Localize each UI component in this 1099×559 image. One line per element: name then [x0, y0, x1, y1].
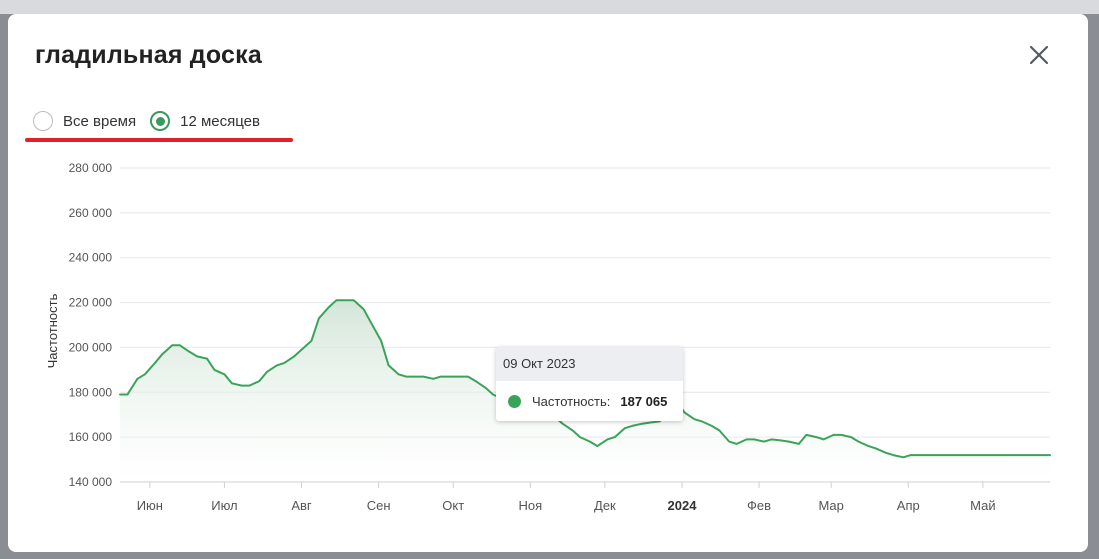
x-tick-label: Фев	[747, 498, 771, 513]
y-tick-label: 180 000	[69, 385, 113, 399]
period-selector: Все время 12 месяцев	[33, 111, 274, 131]
series-line	[119, 299, 1051, 459]
series-dot-icon	[508, 394, 521, 408]
radio-circle-icon	[150, 111, 171, 131]
y-tick-label: 240 000	[69, 251, 113, 265]
y-tick-label: 260 000	[69, 206, 113, 220]
y-tick-label: 280 000	[69, 161, 113, 175]
frequency-chart: 140 000 160 000 180 000 200 000 220 000 240 0…	[45, 161, 1051, 513]
x-tick-label: Окт	[442, 498, 464, 513]
y-tick-label: 140 000	[69, 475, 113, 489]
x-tick-label: Сен	[367, 498, 391, 513]
highlight-underline	[25, 138, 293, 142]
x-tick-label: Май	[970, 498, 995, 513]
x-tick-label: Июл	[211, 498, 237, 513]
x-tick-label: Мар	[818, 498, 843, 513]
x-tick-label: Апр	[897, 498, 920, 513]
close-button[interactable]	[1026, 42, 1052, 68]
page-title: гладильная доска	[35, 41, 262, 69]
x-tick-label: Дек	[594, 498, 616, 513]
chart-modal: гладильная доска Все время 12 месяцев 14…	[8, 14, 1088, 552]
series-area	[120, 300, 1050, 482]
radio-label-12-months: 12 месяцев	[180, 112, 260, 130]
tooltip-date: 09 Окт 2023	[496, 347, 683, 381]
tooltip-value: 187 065	[620, 393, 668, 409]
x-tick-label: Июн	[137, 498, 163, 513]
chart-tooltip: 09 Окт 2023 Частотность: 187 065	[496, 347, 683, 421]
radio-circle-icon	[33, 111, 53, 131]
radio-all-time[interactable]: Все время	[33, 111, 136, 131]
y-tick-label: 160 000	[69, 430, 113, 444]
y-tick-label: 220 000	[69, 296, 113, 310]
radio-12-months[interactable]: 12 месяцев	[150, 111, 260, 131]
x-tick-label: Ноя	[518, 498, 542, 513]
backdrop	[0, 0, 1099, 14]
y-axis-label: Частотность	[45, 293, 60, 368]
x-tick-label: 2024	[668, 498, 698, 513]
close-icon	[1029, 45, 1049, 65]
radio-label-all-time: Все время	[63, 112, 137, 130]
x-tick-label: Авг	[291, 498, 312, 513]
tooltip-series-label: Частотность:	[532, 393, 611, 409]
y-tick-label: 200 000	[69, 340, 113, 354]
